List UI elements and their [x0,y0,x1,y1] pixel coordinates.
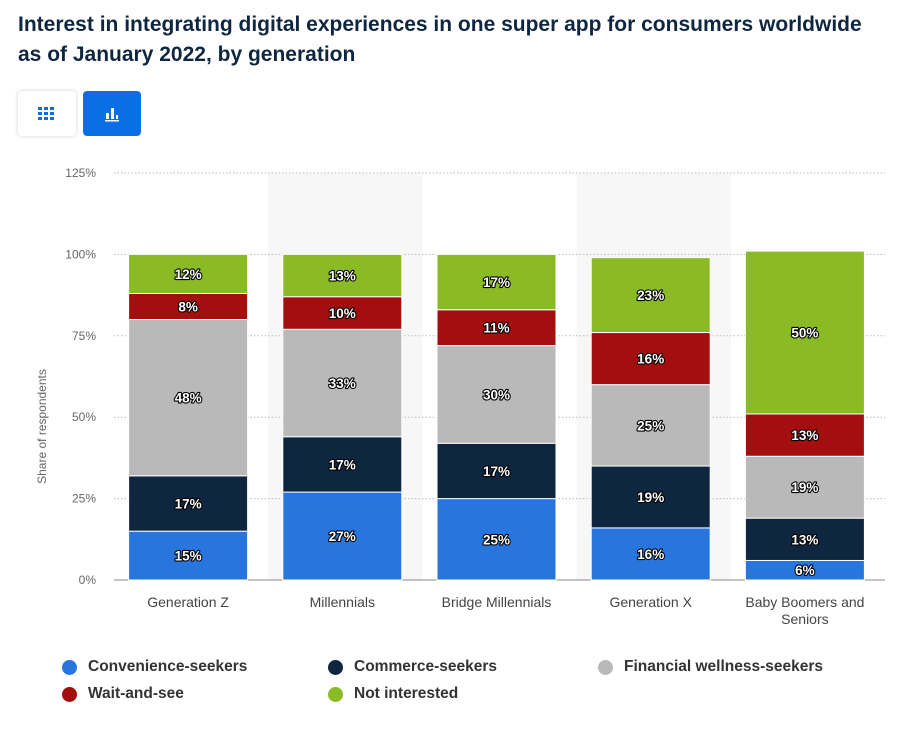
data-label: 8% [178,299,198,314]
bar-segment [128,253,249,294]
data-label: 25% [483,532,510,547]
bar-segment [590,257,711,334]
bar-segment [282,253,403,298]
legend-marker [328,686,343,702]
y-tick-label: 50% [72,410,96,424]
legend-label: Commerce-seekers [354,658,498,675]
data-label: 25% [637,418,664,433]
bar-segment [282,328,403,438]
bar-chart-icon [105,107,119,121]
bar-segment [128,292,249,321]
y-axis-label: Share of respondents [35,369,49,484]
y-tick-label: 25% [72,492,96,506]
data-label: 17% [175,496,202,511]
bar-segment [436,498,557,581]
y-tick-label: 0% [79,573,97,587]
bar-segment [590,384,711,467]
bar-segment [744,250,865,415]
chart-view-button[interactable] [83,91,141,136]
grid-icon [38,106,54,120]
bar-segment [436,309,557,347]
x-tick-label: Baby Boomers and [745,594,864,610]
data-label: 27% [329,529,356,544]
data-label: 33% [329,376,356,391]
bar-segment [128,475,249,532]
data-label: 6% [795,563,815,578]
x-tick-label: Generation Z [147,594,229,610]
data-label: 48% [175,391,202,406]
x-tick-label: Bridge Millennials [442,594,552,610]
legend-marker [62,686,77,702]
legend-label: Wait-and-see [88,685,184,702]
legend-item[interactable]: Wait-and-see [62,685,184,703]
x-tick-label: Millennials [310,594,375,610]
data-label: 13% [791,428,818,443]
bar-segment [436,253,557,311]
data-label: 17% [483,464,510,479]
legend-marker [598,659,613,675]
data-label: 50% [791,326,818,341]
data-label: 16% [637,352,664,367]
data-label: 19% [791,480,818,495]
legend-label: Financial wellness-seekers [624,658,824,675]
legend-marker [328,659,343,675]
data-label: 19% [637,490,664,505]
bar-segment [744,517,865,561]
legend-marker [62,659,77,675]
data-label: 10% [329,306,356,321]
data-label: 15% [175,549,202,564]
stacked-bar-chart: 0% 25% 50% 75% 100% 125% Share of respondents 1… [35,166,885,627]
bar-segment [590,332,711,386]
data-label: 17% [329,457,356,472]
bar-segment [282,296,403,330]
x-tick-label: Seniors [781,611,828,627]
data-label: 16% [637,547,664,562]
legend-item[interactable]: Convenience-seekers [62,658,247,676]
bar-segment [128,319,249,477]
chart-title: Interest in integrating digital experien… [18,13,862,66]
y-tick-label: 100% [65,247,96,261]
table-view-button[interactable] [18,91,76,136]
data-label: 30% [483,387,510,402]
bar-segment [436,345,557,444]
bar-segment [282,436,403,493]
bar-segment [282,491,403,581]
y-tick-label: 75% [72,329,96,343]
x-tick-label: Generation X [609,594,692,610]
bar-segment [590,465,711,529]
bar-segment [744,455,865,519]
data-label: 17% [483,275,510,290]
data-label: 13% [791,532,818,547]
legend-item[interactable]: Commerce-seekers [328,658,497,676]
legend-item[interactable]: Not interested [328,685,458,703]
data-label: 13% [329,269,356,284]
bar-segment [590,527,711,581]
legend-label: Not interested [354,685,459,702]
data-label: 12% [175,267,202,282]
legend-item[interactable]: Financial wellness-seekers [598,658,823,676]
y-tick-label: 125% [65,166,96,180]
legend-label: Convenience-seekers [88,658,248,675]
data-label: 11% [483,321,509,336]
data-label: 23% [637,288,664,303]
